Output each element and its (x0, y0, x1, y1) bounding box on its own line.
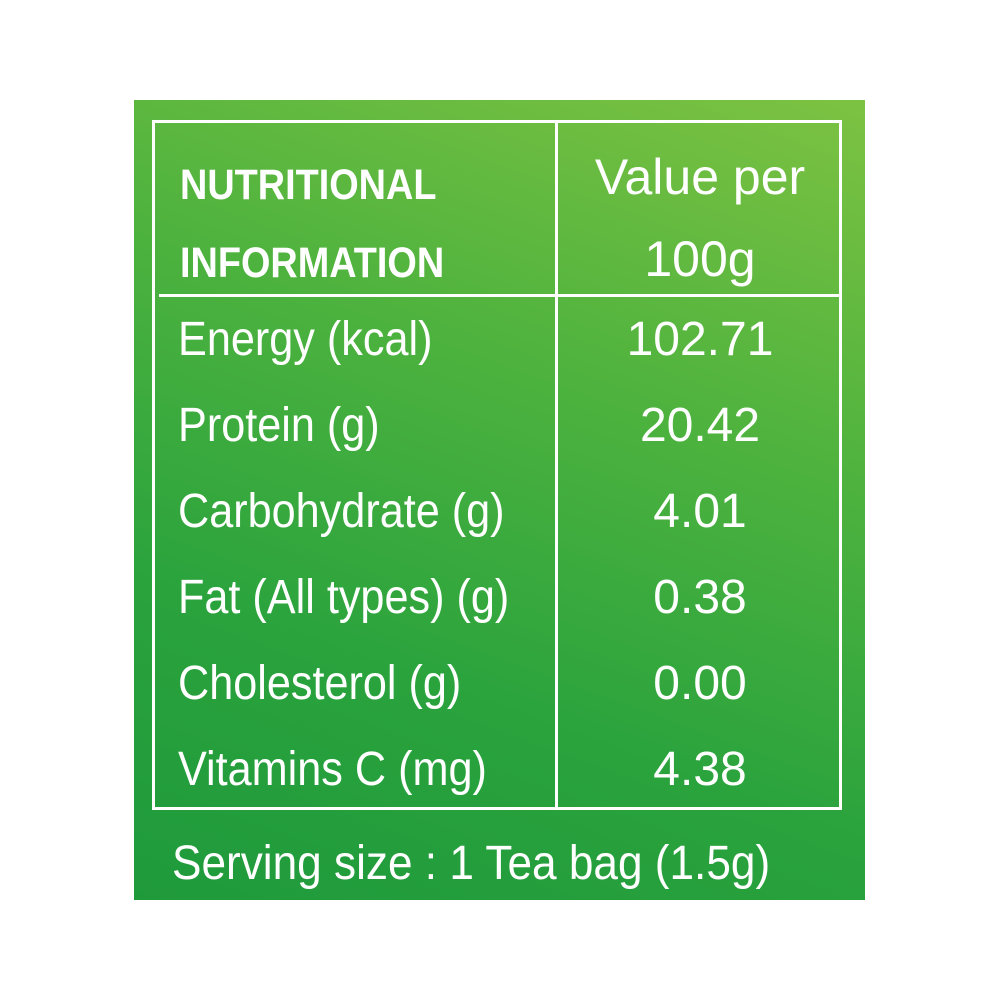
header-divider (159, 294, 841, 297)
header-left-line2: INFORMATION (180, 239, 445, 287)
row-label: Fat (All types) (g) (178, 571, 510, 624)
row-label: Energy (kcal) (178, 313, 433, 366)
table-row: Cholesterol (g) 0.00 (134, 641, 865, 727)
header-nutritional-information: NUTRITIONAL INFORMATION (180, 146, 497, 302)
header-left-line1: NUTRITIONAL (180, 161, 437, 209)
row-value: 102.71 (626, 313, 774, 366)
row-label: Protein (g) (178, 399, 380, 452)
table-row: Fat (All types) (g) 0.38 (134, 555, 865, 641)
table-row: Energy (kcal) 102.71 (134, 297, 865, 383)
row-label: Vitamins C (mg) (178, 743, 487, 796)
row-label: Cholesterol (g) (178, 657, 462, 710)
table-row: Protein (g) 20.42 (134, 383, 865, 469)
row-value: 4.01 (653, 485, 747, 538)
column-divider (555, 120, 558, 810)
serving-size-text: Serving size : 1 Tea bag (1.5g) (172, 837, 771, 890)
header-right-line2: 100g (644, 231, 756, 287)
table-row: Vitamins C (mg) 4.38 (134, 727, 865, 813)
row-value: 0.00 (653, 657, 747, 710)
nutrition-panel: NUTRITIONAL INFORMATION Value per 100g E… (134, 100, 865, 900)
row-value: 20.42 (639, 399, 761, 452)
table-row: Carbohydrate (g) 4.01 (134, 469, 865, 555)
row-value: 4.38 (653, 743, 747, 796)
header-value-per-100g: Value per 100g (558, 136, 842, 300)
row-label: Carbohydrate (g) (178, 485, 505, 538)
header-right-line1: Value per (594, 149, 806, 205)
table-frame (152, 120, 842, 810)
row-value: 0.38 (653, 571, 747, 624)
